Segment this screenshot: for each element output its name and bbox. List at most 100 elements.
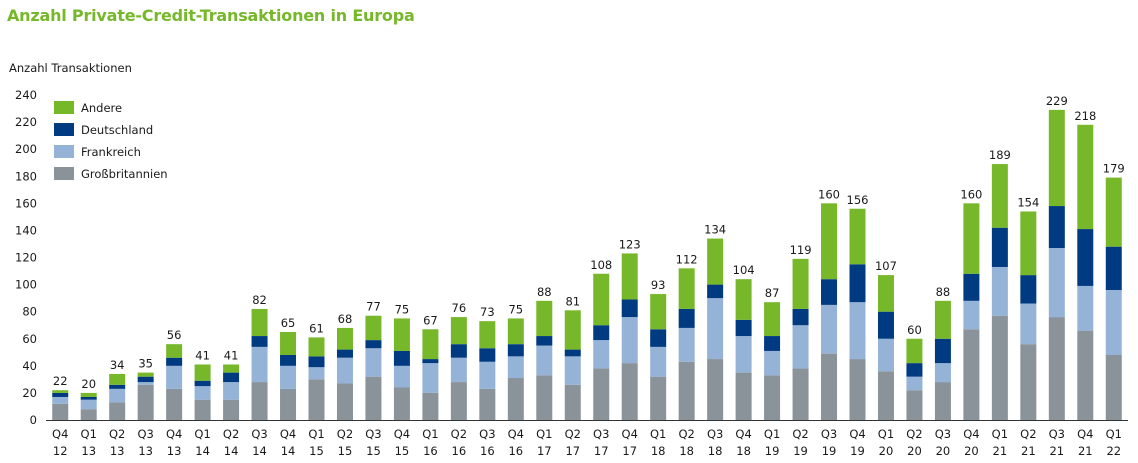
bar-segment-großbritannien [906, 390, 923, 420]
bar-segment-deutschland [393, 350, 410, 366]
y-tick-label: 100 [15, 278, 37, 292]
total-label: 20 [81, 377, 96, 391]
bar-segment-frankreich [137, 382, 154, 385]
total-label: 68 [338, 312, 353, 326]
x-tick-label: 14 [195, 444, 210, 458]
total-label: 35 [138, 357, 153, 371]
x-tick-label: Q3 [251, 427, 267, 441]
bar-segment-andere [422, 329, 439, 360]
x-tick-label: Q4 [280, 427, 296, 441]
bar-segment-deutschland [450, 344, 467, 358]
x-tick-label: Q3 [1049, 427, 1065, 441]
total-label: 154 [1017, 195, 1039, 209]
bar-segment-deutschland [678, 308, 695, 328]
bar-segment-frankreich [251, 346, 268, 383]
bar-segment-andere [52, 390, 69, 393]
bar-segment-frankreich [450, 357, 467, 383]
y-tick-label: 80 [22, 305, 37, 319]
y-tick-label: 40 [22, 359, 37, 373]
bar-segment-andere [1105, 177, 1122, 247]
x-tick-label: Q4 [1077, 427, 1093, 441]
bar-segment-deutschland [194, 380, 211, 387]
y-tick-label: 200 [15, 142, 37, 156]
bar-segment-frankreich [821, 304, 838, 354]
bar-segment-großbritannien [564, 384, 581, 420]
total-label: 81 [565, 294, 580, 308]
bar-segment-deutschland [764, 336, 781, 351]
total-label: 73 [480, 305, 495, 319]
bar-segment-deutschland [308, 356, 325, 368]
total-label: 88 [537, 285, 552, 299]
x-tick-label: Q1 [194, 427, 210, 441]
bar-segment-frankreich [707, 298, 724, 360]
bar-segment-deutschland [735, 319, 752, 337]
bar-segment-andere [393, 318, 410, 351]
bar-segment-andere [707, 238, 724, 285]
bar-segment-deutschland [906, 363, 923, 377]
x-tick-label: 19 [765, 444, 780, 458]
chart-title: Anzahl Private-Credit-Transaktionen in E… [7, 6, 415, 25]
bar-segment-deutschland [877, 311, 894, 339]
bars [52, 109, 1122, 420]
total-label: 56 [167, 328, 182, 342]
x-tick-label: 13 [81, 444, 96, 458]
x-tick-label: 17 [537, 444, 552, 458]
bar-segment-deutschland [251, 336, 268, 347]
x-tick-label: 18 [679, 444, 694, 458]
total-label: 156 [847, 193, 869, 207]
bar-segment-andere [109, 373, 126, 385]
x-tick-label: Q3 [479, 427, 495, 441]
x-tick-label: Q2 [906, 427, 922, 441]
y-tick-label: 220 [15, 115, 37, 129]
x-tick-label: 19 [822, 444, 837, 458]
bar-segment-deutschland [1048, 206, 1065, 249]
total-label: 41 [195, 348, 210, 362]
bar-segment-andere [507, 318, 524, 345]
x-tick-label: Q3 [935, 427, 951, 441]
total-label: 108 [590, 258, 612, 272]
x-tick-label: Q1 [992, 427, 1008, 441]
bar-segment-großbritannien [223, 399, 240, 420]
bar-segment-frankreich [678, 327, 695, 362]
bar-segment-deutschland [650, 329, 667, 347]
bar-segment-großbritannien [365, 376, 382, 420]
x-tick-label: Q4 [735, 427, 751, 441]
x-tick-label: 13 [110, 444, 125, 458]
bar-segment-frankreich [109, 388, 126, 403]
bar-segment-andere [963, 203, 980, 274]
bar-segment-frankreich [906, 376, 923, 391]
bar-segment-frankreich [393, 365, 410, 388]
x-tick-label: Q2 [1020, 427, 1036, 441]
bar-segment-frankreich [52, 396, 69, 404]
x-tick-label: 18 [651, 444, 666, 458]
x-tick-label: Q1 [536, 427, 552, 441]
bar-segment-andere [479, 321, 496, 349]
x-tick-label: Q1 [308, 427, 324, 441]
y-tick-label: 0 [30, 413, 37, 427]
bar-segment-andere [1020, 211, 1037, 276]
bar-segment-frankreich [991, 266, 1008, 316]
bar-segment-andere [536, 300, 553, 337]
x-tick-label: 21 [1021, 444, 1036, 458]
bar-segment-frankreich [280, 365, 297, 389]
bar-segment-frankreich [849, 302, 866, 360]
bar-segment-großbritannien [52, 403, 69, 420]
x-tick-label: Q4 [166, 427, 182, 441]
x-tick-label: 16 [452, 444, 467, 458]
x-tick-label: 13 [167, 444, 182, 458]
bar-segment-frankreich [1048, 248, 1065, 318]
x-tick-label: Q2 [109, 427, 125, 441]
bar-segment-großbritannien [393, 387, 410, 420]
bar-segment-großbritannien [1048, 317, 1065, 420]
bar-segment-großbritannien [1020, 344, 1037, 420]
bar-segment-frankreich [507, 356, 524, 379]
legend-swatch [54, 123, 74, 136]
bar-segment-andere [621, 253, 638, 300]
x-tick-label: 21 [1049, 444, 1064, 458]
x-tick-label: 16 [508, 444, 523, 458]
x-tick-label: 15 [309, 444, 324, 458]
total-label: 67 [423, 313, 438, 327]
total-label: 93 [651, 278, 666, 292]
bar-segment-andere [678, 268, 695, 309]
